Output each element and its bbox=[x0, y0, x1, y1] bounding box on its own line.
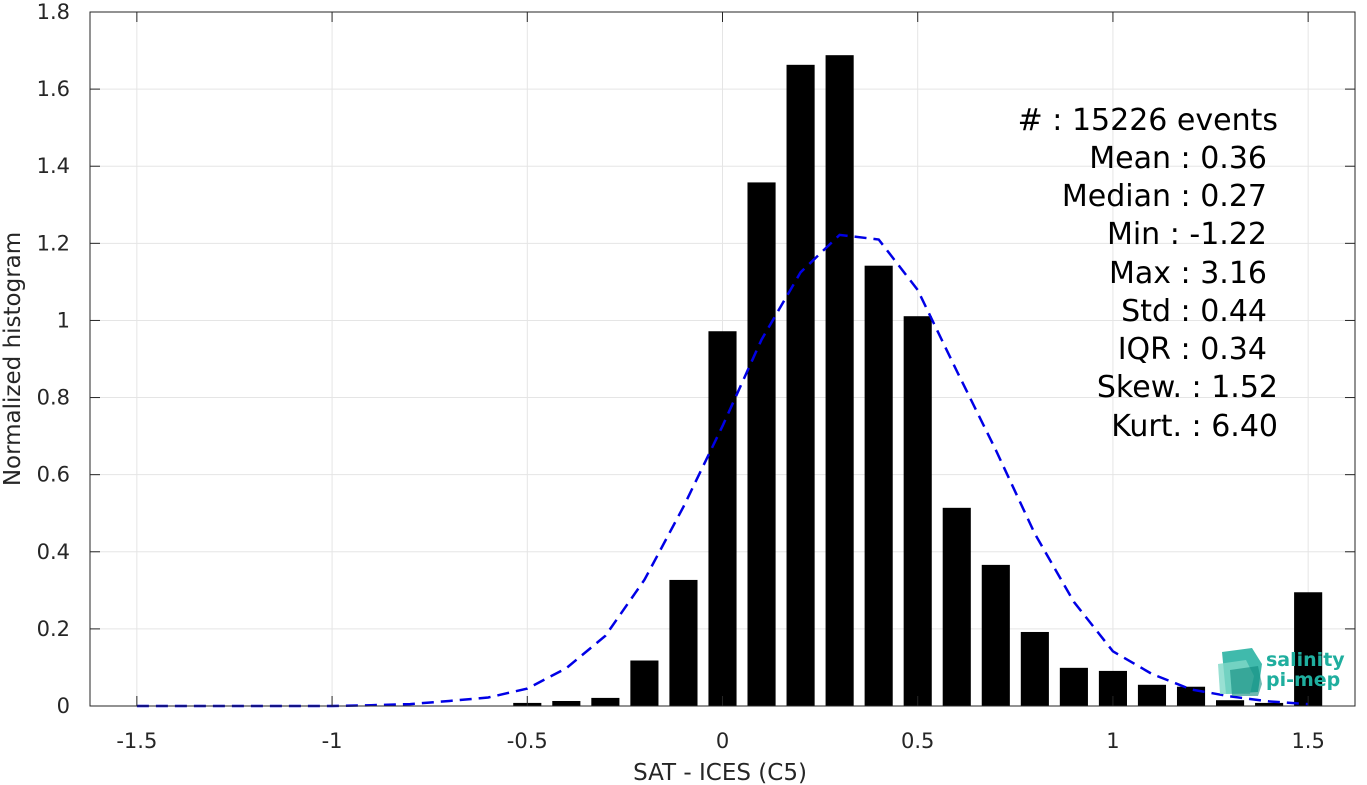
wave-icon bbox=[1218, 648, 1262, 696]
stat-kurt: Kurt. : 6.40 bbox=[1111, 409, 1278, 444]
histogram-bar bbox=[942, 507, 971, 706]
stats-box: # : 15226 events Mean : 0.36 Median : 0.… bbox=[1018, 103, 1278, 444]
histogram-bar bbox=[981, 564, 1010, 706]
y-tick-label: 0 bbox=[57, 694, 70, 718]
y-tick-label: 1.4 bbox=[37, 154, 70, 178]
y-tick-label: 0.6 bbox=[37, 463, 70, 487]
salinity-pimep-logo: salinity pi-mep bbox=[1218, 648, 1345, 696]
y-tick-label: 1.8 bbox=[37, 0, 70, 24]
y-tick-label: 1 bbox=[57, 308, 70, 332]
plot-axes bbox=[89, 11, 1356, 707]
histogram-bar bbox=[669, 579, 698, 706]
histogram-bar bbox=[591, 697, 620, 706]
x-tick-label: 0 bbox=[716, 729, 729, 753]
y-tick-label: 0.8 bbox=[37, 386, 70, 410]
histogram-bar bbox=[630, 660, 659, 706]
stat-mean: Mean : 0.36 bbox=[1089, 141, 1267, 176]
x-tick-label: 1.5 bbox=[1291, 729, 1324, 753]
x-tick-label: -0.5 bbox=[507, 729, 548, 753]
stat-skew: Skew. : 1.52 bbox=[1097, 370, 1278, 405]
x-tick-label: -1 bbox=[322, 729, 343, 753]
x-tick-label: 1 bbox=[1106, 729, 1119, 753]
y-tick-label: 0.2 bbox=[37, 617, 70, 641]
histogram-bar bbox=[1176, 686, 1206, 706]
histogram-bar bbox=[708, 331, 737, 706]
x-tick-label: -1.5 bbox=[116, 729, 157, 753]
histogram-bar bbox=[1255, 702, 1284, 706]
histogram-bar bbox=[1059, 667, 1088, 706]
logo-line2: pi-mep bbox=[1266, 669, 1340, 691]
histogram-bar bbox=[552, 700, 581, 706]
logo-line1: salinity bbox=[1266, 649, 1345, 671]
histogram-bars bbox=[513, 55, 1323, 707]
stat-median: Median : 0.27 bbox=[1062, 179, 1267, 214]
y-tick-label: 0.4 bbox=[37, 540, 70, 564]
stat-max: Max : 3.16 bbox=[1109, 256, 1267, 291]
y-axis-label: Normalized histogram bbox=[0, 232, 26, 486]
histogram-bar bbox=[1137, 684, 1167, 706]
y-tick-label: 1.2 bbox=[37, 231, 70, 255]
histogram-bar bbox=[903, 316, 932, 706]
x-tick-labels: -1.5 -1 -0.5 0 0.5 1 1.5 bbox=[116, 729, 1324, 753]
histogram-bar bbox=[1216, 700, 1245, 706]
histogram-bar bbox=[1020, 631, 1049, 706]
stat-events: # : 15226 events bbox=[1018, 103, 1278, 138]
y-tick-label: 1.6 bbox=[37, 77, 70, 101]
stat-min: Min : -1.22 bbox=[1107, 217, 1267, 252]
x-tick-label: 0.5 bbox=[901, 729, 934, 753]
histogram-bar bbox=[1294, 592, 1323, 706]
stat-std: Std : 0.44 bbox=[1121, 294, 1267, 329]
histogram-bar bbox=[786, 64, 815, 707]
y-tick-labels: 0 0.2 0.4 0.6 0.8 1 1.2 1.4 1.6 1.8 bbox=[37, 0, 70, 718]
histogram-bar bbox=[747, 182, 776, 707]
histogram-bar bbox=[825, 55, 854, 706]
x-axis-label: SAT - ICES (C5) bbox=[633, 760, 807, 785]
stat-iqr: IQR : 0.34 bbox=[1118, 332, 1267, 367]
histogram-bar bbox=[864, 265, 893, 706]
